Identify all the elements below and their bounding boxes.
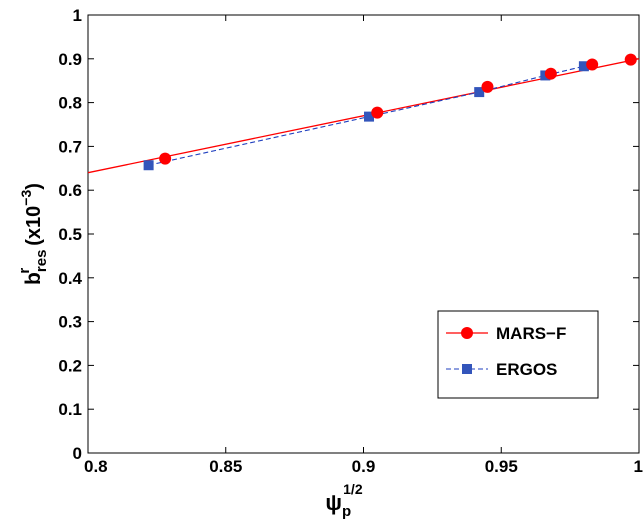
x-tick-label: 0.8 xyxy=(84,457,108,476)
y-axis-label-base: b xyxy=(22,272,45,285)
tick-labels: 0.8 0.85 0.9 0.95 1 0 0.1 0.2 0.3 0.4 0.5 0.6 0.7 0.8… xyxy=(58,6,643,476)
legend-marker-mars xyxy=(461,327,473,339)
legend-box xyxy=(437,310,599,399)
y-tick-label: 0.7 xyxy=(58,137,82,156)
y-tick-label: 0.6 xyxy=(58,181,82,200)
x-axis-label-sup: 1/2 xyxy=(343,481,363,497)
y-tick-label: 0.3 xyxy=(58,313,82,332)
ergos-point xyxy=(364,111,375,122)
y-tick-label: 0.5 xyxy=(58,225,82,244)
y-tick-label: 0.4 xyxy=(58,269,82,288)
y-tick-label: 0.9 xyxy=(58,50,82,69)
y-axis-label: bresr (x10−3) xyxy=(16,183,50,285)
y-axis-label-unit-sup: −3 xyxy=(18,190,34,206)
x-axis-label: ψp 1/2 xyxy=(325,481,362,520)
ergos-point xyxy=(143,160,154,171)
mars-point xyxy=(544,67,557,80)
y-tick-label: 0.2 xyxy=(58,356,82,375)
legend-label-ergos: ERGOS xyxy=(496,360,557,379)
x-tick-label: 1 xyxy=(634,457,643,476)
y-tick-label: 1 xyxy=(73,6,82,25)
x-tick-label: 0.95 xyxy=(485,457,518,476)
ticks xyxy=(87,14,640,454)
x-axis-label-base: ψ xyxy=(325,490,342,515)
series-layer xyxy=(87,53,640,174)
legend-label-mars: MARS−F xyxy=(496,324,566,343)
ergos-point xyxy=(474,87,485,98)
legend-marker-ergos xyxy=(462,364,472,374)
x-tick-label: 0.9 xyxy=(352,457,376,476)
y-tick-label: 0 xyxy=(73,444,82,463)
y-axis-label-unit: (x10 xyxy=(23,206,45,246)
y-tick-label: 0.8 xyxy=(58,94,82,113)
legend: MARS−F ERGOS xyxy=(437,310,599,399)
x-axis-label-sub: p xyxy=(342,503,351,520)
mars-point xyxy=(371,106,384,119)
mars-point xyxy=(481,80,494,93)
y-tick-label: 0.1 xyxy=(58,400,82,419)
y-axis-label-unit-close: ) xyxy=(23,183,45,190)
mars-point xyxy=(159,152,172,165)
ergos-point xyxy=(578,61,589,72)
y-axis-label-sub: res xyxy=(33,250,50,273)
mars-point xyxy=(586,58,599,71)
x-tick-label: 0.85 xyxy=(209,457,242,476)
mars-point xyxy=(624,53,637,66)
y-axis-label-sup: r xyxy=(16,268,33,274)
